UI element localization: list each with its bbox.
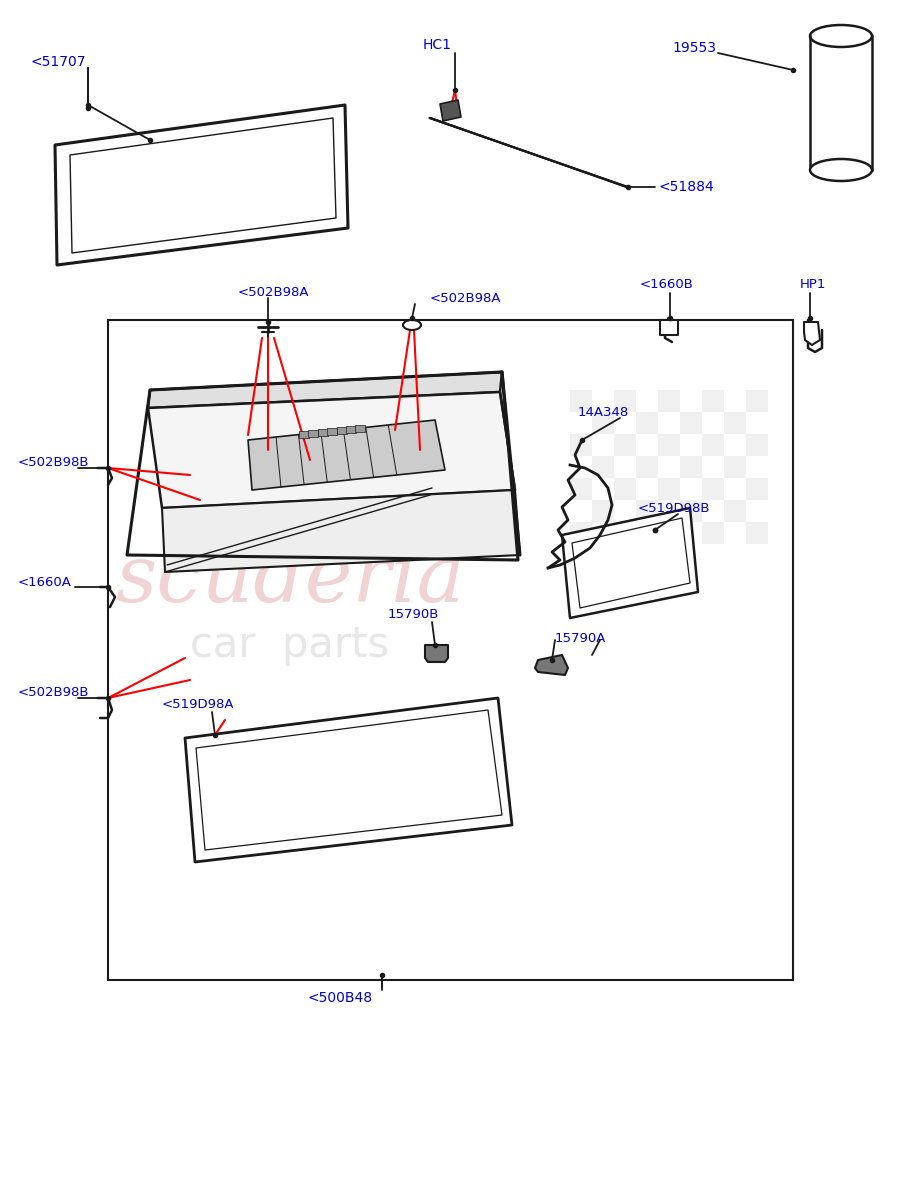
Bar [636, 500, 658, 522]
Ellipse shape [810, 25, 872, 47]
Bar [614, 434, 636, 456]
Polygon shape [804, 322, 820, 346]
Polygon shape [248, 420, 445, 490]
Bar [592, 456, 614, 478]
Text: 15790B: 15790B [388, 608, 439, 622]
Text: <519D98B: <519D98B [638, 502, 710, 515]
Bar [658, 434, 680, 456]
Text: <502B98B: <502B98B [18, 456, 89, 468]
Bar [570, 522, 592, 544]
Polygon shape [660, 320, 678, 335]
Bar [724, 456, 746, 478]
Bar [570, 434, 592, 456]
Text: <51884: <51884 [658, 180, 714, 194]
Text: <51707: <51707 [30, 55, 86, 68]
Ellipse shape [810, 158, 872, 181]
Bar [702, 478, 724, 500]
Bar [702, 434, 724, 456]
Text: <502B98A: <502B98A [238, 286, 310, 299]
Text: scuderia: scuderia [115, 541, 464, 619]
Bar [746, 390, 768, 412]
Bar [724, 500, 746, 522]
Bar [356, 425, 365, 432]
Text: <519D98A: <519D98A [162, 698, 235, 712]
Text: <1660B: <1660B [640, 278, 694, 292]
Text: HP1: HP1 [800, 278, 826, 292]
Bar [346, 426, 356, 433]
Text: <500B48: <500B48 [308, 991, 373, 1006]
Bar [309, 430, 319, 437]
Bar [658, 390, 680, 412]
Bar [636, 456, 658, 478]
Polygon shape [148, 392, 515, 508]
Bar [680, 456, 702, 478]
Bar [746, 434, 768, 456]
Polygon shape [425, 646, 448, 662]
Bar [746, 522, 768, 544]
Bar [337, 427, 347, 434]
Bar [592, 412, 614, 434]
Polygon shape [440, 100, 461, 121]
Bar [614, 478, 636, 500]
Bar [724, 412, 746, 434]
Bar [680, 412, 702, 434]
Bar [746, 478, 768, 500]
Bar [318, 428, 328, 436]
Bar [614, 390, 636, 412]
Bar [680, 500, 702, 522]
Polygon shape [162, 490, 520, 572]
Bar [658, 478, 680, 500]
Text: <1660A: <1660A [18, 576, 72, 588]
Text: 14A348: 14A348 [578, 406, 629, 419]
Bar [108, 320, 793, 980]
Text: <502B98A: <502B98A [430, 292, 501, 305]
Text: <502B98B: <502B98B [18, 685, 89, 698]
Bar [702, 522, 724, 544]
Text: 15790A: 15790A [555, 631, 607, 644]
Bar [570, 478, 592, 500]
Polygon shape [562, 508, 698, 618]
Polygon shape [535, 655, 568, 674]
Bar [328, 428, 338, 434]
Polygon shape [148, 372, 502, 408]
Text: HC1: HC1 [422, 38, 452, 52]
Bar [636, 412, 658, 434]
Bar [614, 522, 636, 544]
Bar [570, 390, 592, 412]
Ellipse shape [403, 320, 421, 330]
Text: 19553: 19553 [672, 41, 716, 55]
Bar [658, 522, 680, 544]
Bar [299, 431, 309, 438]
Polygon shape [55, 104, 348, 265]
Polygon shape [185, 698, 512, 862]
Text: car  parts: car parts [191, 624, 390, 666]
Bar [702, 390, 724, 412]
Bar [592, 500, 614, 522]
